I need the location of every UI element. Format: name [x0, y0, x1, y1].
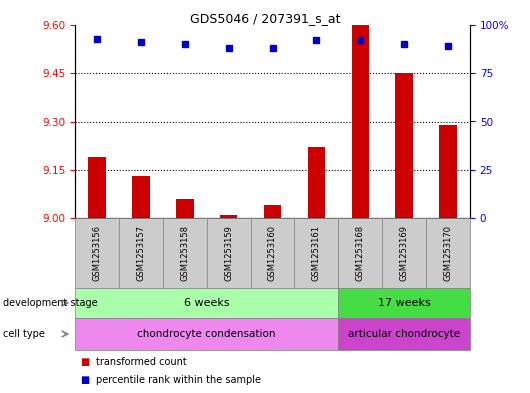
Text: GSM1253156: GSM1253156 — [92, 225, 101, 281]
Bar — [395, 73, 413, 218]
Bar — [307, 147, 325, 218]
Text: cell type: cell type — [3, 329, 45, 339]
Text: articular chondrocyte: articular chondrocyte — [348, 329, 460, 339]
Bar — [264, 205, 281, 218]
Text: GSM1253158: GSM1253158 — [180, 225, 189, 281]
Bar — [220, 215, 237, 218]
Text: percentile rank within the sample: percentile rank within the sample — [96, 375, 261, 385]
Text: ■: ■ — [81, 375, 90, 385]
Text: GSM1253161: GSM1253161 — [312, 225, 321, 281]
Text: GSM1253170: GSM1253170 — [444, 225, 453, 281]
Text: GDS5046 / 207391_s_at: GDS5046 / 207391_s_at — [190, 12, 340, 25]
Bar — [132, 176, 149, 218]
Text: GSM1253169: GSM1253169 — [400, 225, 409, 281]
Text: chondrocyte condensation: chondrocyte condensation — [137, 329, 276, 339]
Text: 6 weeks: 6 weeks — [184, 298, 229, 308]
Bar — [351, 25, 369, 218]
Text: development stage: development stage — [3, 298, 98, 308]
Text: GSM1253157: GSM1253157 — [136, 225, 145, 281]
Bar — [439, 125, 457, 218]
Bar — [88, 157, 105, 218]
Text: GSM1253159: GSM1253159 — [224, 225, 233, 281]
Text: ■: ■ — [81, 357, 90, 367]
Text: 17 weeks: 17 weeks — [378, 298, 430, 308]
Text: GSM1253168: GSM1253168 — [356, 225, 365, 281]
Bar — [176, 199, 193, 218]
Text: transformed count: transformed count — [96, 357, 187, 367]
Text: GSM1253160: GSM1253160 — [268, 225, 277, 281]
